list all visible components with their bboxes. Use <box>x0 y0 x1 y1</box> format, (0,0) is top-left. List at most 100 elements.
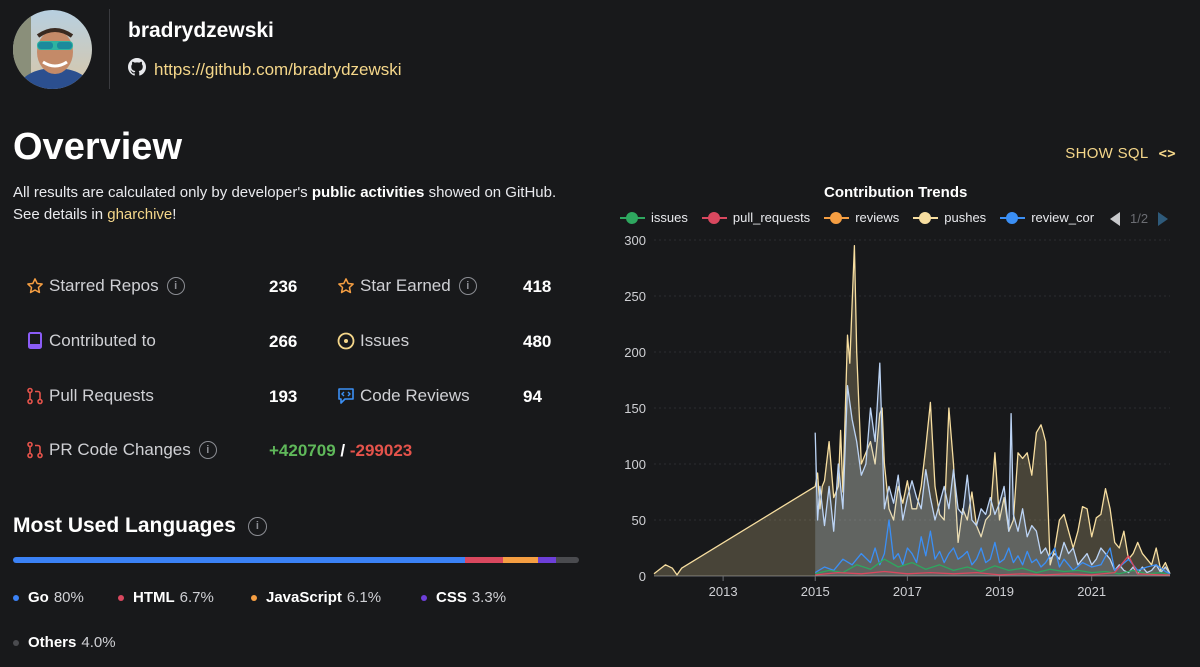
chart-legend-item-pull_requests[interactable]: pull_requests <box>701 210 811 225</box>
legend-marker <box>701 211 727 225</box>
star-icon <box>337 277 355 295</box>
username: bradrydzewski <box>128 19 274 42</box>
show-sql-label: SHOW SQL <box>1065 145 1149 162</box>
series-area-pushes <box>654 245 1170 576</box>
language-name: Go <box>28 589 49 606</box>
legend-marker <box>913 211 939 225</box>
legend-label: pull_requests <box>732 210 811 225</box>
chart-title: Contribution Trends <box>824 184 968 201</box>
avatar[interactable] <box>13 9 92 89</box>
pull-request-icon <box>26 441 44 459</box>
profile-header: bradrydzewski https://github.com/bradryd… <box>13 9 402 89</box>
prev-page-icon[interactable] <box>1110 211 1120 226</box>
legend-marker <box>824 211 850 225</box>
overview-description: All results are calculated only by devel… <box>13 182 603 226</box>
language-percent: 6.1% <box>346 589 382 606</box>
language-legend-javascript: JavaScript 6.1% <box>251 589 381 606</box>
x-tick-label: 2017 <box>893 584 922 599</box>
stat-star-earned: Star Earned i <box>337 276 477 296</box>
languages-title: Most Used Languages i <box>13 514 267 538</box>
page-title: Overview <box>13 126 182 168</box>
language-segment-others <box>556 557 579 563</box>
header-divider <box>109 9 110 89</box>
legend-page: 1/2 <box>1130 211 1149 226</box>
stat-label: Pull Requests <box>49 386 154 405</box>
y-tick-label: 250 <box>624 289 646 304</box>
y-tick-label: 50 <box>632 513 646 528</box>
stat-value-code-reviews: 94 <box>523 387 542 406</box>
language-percent: 3.3% <box>471 589 507 606</box>
series-area-review_comments <box>815 363 1170 576</box>
legend-label: reviews <box>855 210 900 225</box>
x-tick-label: 2015 <box>801 584 830 599</box>
legend-dot <box>421 594 427 601</box>
languages-title-text: Most Used Languages <box>13 514 236 537</box>
stat-value-star-earned: 418 <box>523 277 552 296</box>
chart-legend-item-reviews[interactable]: reviews <box>824 210 899 225</box>
series-line-review_comments <box>814 362 1171 575</box>
profile-link[interactable]: https://github.com/bradrydzewski <box>154 59 402 79</box>
language-legend-go: Go 80% <box>13 589 84 606</box>
language-name: JavaScript <box>266 589 342 606</box>
deletions: -299023 <box>349 441 413 460</box>
language-percent: 4.0% <box>81 634 116 651</box>
stat-starred-repos: Starred Repos i <box>26 276 185 296</box>
stat-pr-code-changes: PR Code Changes i <box>26 440 217 460</box>
info-icon[interactable]: i <box>458 277 477 295</box>
stat-label: PR Code Changes <box>49 440 191 459</box>
gharchive-link[interactable]: gharchive <box>107 206 173 223</box>
y-tick-label: 200 <box>624 345 646 360</box>
language-name: Others <box>28 634 77 651</box>
stat-value-issues: 480 <box>523 332 552 351</box>
code-review-icon <box>337 387 355 405</box>
chart-legend-item-pushes[interactable]: pushes <box>913 210 986 225</box>
stat-value-pull-requests: 193 <box>269 387 298 406</box>
x-tick-label: 2021 <box>1077 584 1106 599</box>
legend-label: issues <box>651 210 688 225</box>
issue-icon <box>337 332 355 350</box>
info-icon[interactable]: i <box>166 277 185 295</box>
stat-label: Star Earned <box>360 276 451 295</box>
language-segment-go <box>13 557 466 563</box>
legend-marker <box>1000 211 1026 225</box>
legend-dot <box>251 594 257 601</box>
desc-line2: See details in <box>13 206 108 223</box>
series-line-pull_requests <box>815 555 1170 576</box>
stat-label: Contributed to <box>49 331 156 350</box>
star-icon <box>26 277 44 295</box>
next-page-icon[interactable] <box>1158 211 1169 226</box>
stat-value-starred-repos: 236 <box>269 277 298 296</box>
stat-label: Issues <box>360 331 410 350</box>
y-tick-label: 300 <box>624 233 646 248</box>
info-icon[interactable]: i <box>198 441 217 459</box>
language-percent: 6.7% <box>179 589 214 606</box>
x-tick-label: 2019 <box>985 584 1014 599</box>
series-line-review_comments_blue <box>814 519 1171 575</box>
y-tick-label: 0 <box>639 569 646 584</box>
info-icon[interactable]: i <box>247 516 267 536</box>
chart-legend-item-review_cor[interactable]: review_cor <box>1000 210 1094 225</box>
stat-label: Code Reviews <box>360 386 470 405</box>
x-tick-label: 2013 <box>709 584 738 599</box>
language-name: CSS <box>436 589 467 606</box>
legend-dot <box>13 639 19 646</box>
language-percent: 80% <box>53 589 84 606</box>
language-legend-css: CSS 3.3% <box>421 589 506 606</box>
series-line-pushes <box>653 244 1171 576</box>
show-sql-button[interactable]: SHOW SQL <> <box>1065 145 1176 162</box>
stat-pull-requests: Pull Requests <box>26 386 154 406</box>
code-icon: <> <box>1158 145 1176 162</box>
desc-text: All results are calculated only by devel… <box>13 184 312 201</box>
stat-issues: Issues <box>337 331 409 351</box>
desc-text-suffix: showed on GitHub. <box>424 184 557 201</box>
additions: +420709 <box>269 441 336 460</box>
separator: / <box>340 441 346 460</box>
language-legend-others: Others 4.0% <box>13 634 116 651</box>
legend-label: pushes <box>944 210 987 225</box>
desc-bold: public activities <box>311 184 425 201</box>
stat-contributed-to: Contributed to <box>26 331 156 351</box>
language-segment-javascript <box>503 557 538 563</box>
chart-legend: issues pull_requests reviews pushes review_c… <box>620 210 1100 225</box>
stat-value-contributed-to: 266 <box>269 332 298 351</box>
chart-legend-item-issues[interactable]: issues <box>620 210 688 225</box>
